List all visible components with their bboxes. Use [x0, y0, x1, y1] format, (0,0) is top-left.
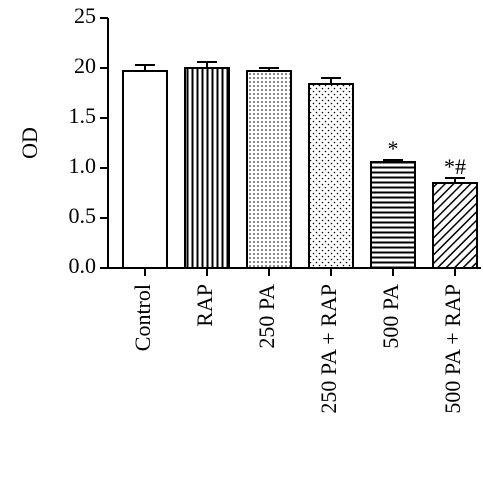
- x-tick-label: 500 PA: [378, 284, 403, 349]
- y-axis-label: OD: [17, 127, 42, 159]
- annotation: *: [388, 136, 399, 161]
- bar: [308, 83, 354, 269]
- x-tick-label: RAP: [192, 284, 217, 327]
- y-tick-label: 0.5: [69, 203, 97, 228]
- x-tick-label: 250 PA + RAP: [316, 284, 341, 414]
- y-tick-label: 20: [74, 53, 96, 78]
- bar: [122, 70, 168, 269]
- x-tick-label: 250 PA: [254, 284, 279, 349]
- y-tick-label: 25: [74, 3, 96, 28]
- annotation: *#: [444, 154, 466, 179]
- y-tick-label: 1.0: [69, 153, 97, 178]
- bar: [246, 70, 292, 269]
- bar: [432, 182, 478, 269]
- y-tick-label: 1.5: [69, 103, 97, 128]
- x-tick-label: Control: [130, 284, 155, 351]
- bar: [370, 161, 416, 269]
- x-tick-label: 500 PA + RAP: [440, 284, 465, 414]
- bar: [184, 67, 230, 269]
- y-tick-label: 0.0: [69, 253, 97, 278]
